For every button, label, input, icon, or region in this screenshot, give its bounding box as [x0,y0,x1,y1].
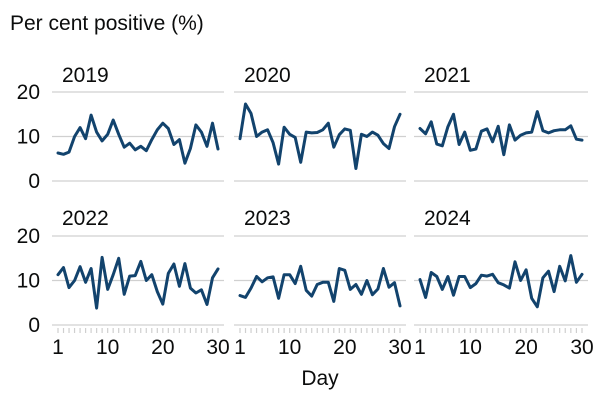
facet-panel-2019: 2019 0 10 20 [17,64,224,193]
x-tick-label: 30 [206,336,229,359]
facet-label: 2019 [62,64,109,87]
x-tick-label: 10 [278,336,301,359]
y-tick-label: 0 [28,170,40,193]
x-tick-label: 30 [388,336,411,359]
x-tick-label: 10 [96,336,119,359]
series-line-2022 [56,255,220,310]
facet-panel-2022: 2022 0 10 20 1 10 20 30 [17,207,230,359]
series-line-2023 [238,264,402,308]
facet-panel-2024: 2024 1 10 20 30 [414,207,594,359]
x-tick-label: 20 [514,336,537,359]
facet-label: 2020 [244,64,291,87]
x-tick-label: 20 [151,336,174,359]
y-tick-label: 20 [17,81,40,104]
facet-panel-2020: 2020 [234,64,406,182]
facet-label: 2024 [424,207,471,230]
facet-label: 2023 [244,207,291,230]
series-line-2021 [418,110,584,157]
facet-panel-2023: 2023 1 10 20 30 [234,207,412,359]
x-tick-label: 1 [414,336,426,359]
x-tick-label: 1 [52,336,64,359]
x-tick-label: 1 [234,336,246,359]
series-line-2020 [238,102,402,170]
chart-title: Per cent positive (%) [10,12,204,35]
y-tick-label: 0 [28,314,40,337]
y-tick-label: 10 [17,126,40,149]
series-line-2019 [56,113,220,165]
series-line-2024 [418,254,584,309]
y-tick-label: 10 [17,270,40,293]
y-tick-label: 20 [17,225,40,248]
x-axis-label: Day [301,367,339,390]
facet-label: 2021 [424,64,471,87]
x-tick-label: 10 [459,336,482,359]
x-tick-label: 30 [570,336,593,359]
x-tick-label: 20 [333,336,356,359]
facet-label: 2022 [62,207,109,230]
facet-panel-2021: 2021 [414,64,588,182]
